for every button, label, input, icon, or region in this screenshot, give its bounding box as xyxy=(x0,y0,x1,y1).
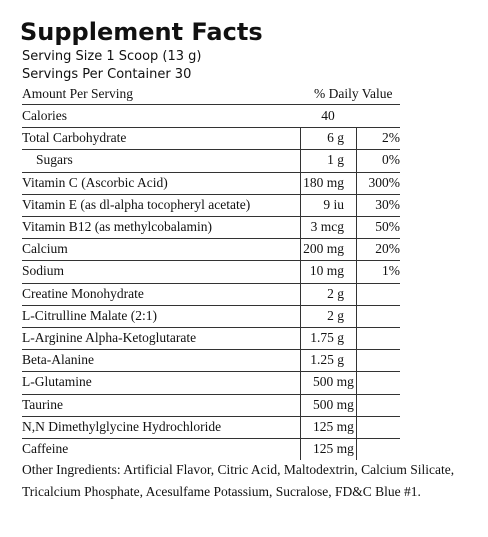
nutrient-name: L-Arginine Alpha-Ketoglutarate xyxy=(22,330,197,345)
column-rule xyxy=(300,349,301,372)
column-rule xyxy=(356,438,357,461)
column-rule xyxy=(356,349,357,372)
rule xyxy=(22,149,400,151)
amount: 40 xyxy=(321,108,335,123)
column-rule xyxy=(356,171,357,194)
rule xyxy=(22,327,400,328)
amount: 1.75 g xyxy=(310,330,344,345)
column-rule xyxy=(356,260,357,283)
column-rule xyxy=(300,327,301,350)
column-rule xyxy=(300,393,301,416)
nutrient-name: Vitamin C (Ascorbic Acid) xyxy=(22,174,168,190)
column-rule xyxy=(356,304,357,327)
nutrient-name: L-Glutamine xyxy=(22,374,92,390)
amount: 1.25 g xyxy=(310,352,344,368)
rule xyxy=(22,438,400,439)
rule xyxy=(22,193,400,195)
column-rule xyxy=(356,238,357,261)
nutrient-name: Calcium xyxy=(22,241,68,257)
nutrient-name: N,N Dimethylglycine Hydrochloride xyxy=(22,418,222,434)
rule xyxy=(22,371,400,373)
serving-size: Serving Size 1 Scoop (13 g) xyxy=(22,49,202,64)
rule xyxy=(22,171,400,173)
rule xyxy=(22,127,400,129)
amount: 125 mg xyxy=(313,441,354,456)
column-rule xyxy=(356,415,357,438)
amount: 200 mg xyxy=(303,241,344,257)
servings-per-container: Servings Per Container 30 xyxy=(22,67,192,82)
rule xyxy=(22,349,400,351)
nutrient-name: Vitamin B12 (as methylcobalamin) xyxy=(22,219,213,234)
column-rule xyxy=(356,127,357,150)
column-rule xyxy=(300,216,301,239)
amount: 9 iu xyxy=(323,196,344,212)
daily-value: 2% xyxy=(382,130,400,146)
nutrient-name: Beta-Alanine xyxy=(22,352,94,368)
amount: 1 g xyxy=(327,152,344,168)
nutrient-name: Vitamin E (as dl-alpha tocopheryl acetat… xyxy=(22,196,251,212)
nutrient-name: Sugars xyxy=(36,152,73,168)
amount: 2 g xyxy=(327,285,344,301)
nutrient-name: Total Carbohydrate xyxy=(22,130,127,146)
amount: 500 mg xyxy=(313,396,354,412)
column-rule xyxy=(356,282,357,305)
dv-header: % Daily Value xyxy=(314,86,393,101)
amount: 6 g xyxy=(327,130,344,146)
column-rule xyxy=(300,238,301,261)
daily-value: 50% xyxy=(375,219,400,234)
ingredients-line: Tricalcium Phosphate, Acesulfame Potassi… xyxy=(22,484,421,499)
column-rule xyxy=(300,438,301,461)
nutrient-name: Taurine xyxy=(22,396,64,412)
column-rule xyxy=(356,371,357,394)
rule xyxy=(22,304,400,306)
daily-value: 300% xyxy=(368,174,401,190)
amount: 500 mg xyxy=(313,374,354,390)
rule xyxy=(22,104,400,105)
ingredients-line: Other Ingredients: Artificial Flavor, Ci… xyxy=(22,462,455,477)
column-rule xyxy=(300,149,301,172)
amount: 2 g xyxy=(327,307,344,323)
column-rule xyxy=(300,415,301,438)
column-rule xyxy=(300,282,301,305)
column-rule xyxy=(300,304,301,327)
column-rule xyxy=(300,193,301,216)
rule xyxy=(22,393,400,395)
amount-header: Amount Per Serving xyxy=(22,86,133,101)
column-rule xyxy=(300,127,301,150)
amount: 3 mcg xyxy=(310,219,344,234)
column-rule xyxy=(300,171,301,194)
column-rule xyxy=(300,260,301,283)
rule xyxy=(22,282,400,284)
title: Supplement Facts xyxy=(20,18,263,46)
nutrient-name: Caffeine xyxy=(22,441,69,456)
nutrient-name: Sodium xyxy=(22,263,65,279)
nutrient-name: Calories xyxy=(22,108,67,123)
daily-value: 30% xyxy=(375,196,400,212)
amount: 125 mg xyxy=(313,418,354,434)
daily-value: 20% xyxy=(375,241,400,257)
rule xyxy=(22,415,400,417)
nutrient-name: L-Citrulline Malate (2:1) xyxy=(22,307,157,323)
column-rule xyxy=(300,371,301,394)
rule xyxy=(22,260,400,262)
column-rule xyxy=(356,393,357,416)
column-rule xyxy=(356,193,357,216)
daily-value: 1% xyxy=(382,263,400,279)
amount: 10 mg xyxy=(309,263,344,279)
nutrient-name: Creatine Monohydrate xyxy=(22,285,144,301)
column-rule xyxy=(356,327,357,350)
daily-value: 0% xyxy=(382,152,400,168)
amount: 180 mg xyxy=(303,174,344,190)
column-rule xyxy=(356,216,357,239)
column-rule xyxy=(356,149,357,172)
rule xyxy=(22,216,400,217)
rule xyxy=(22,238,400,240)
